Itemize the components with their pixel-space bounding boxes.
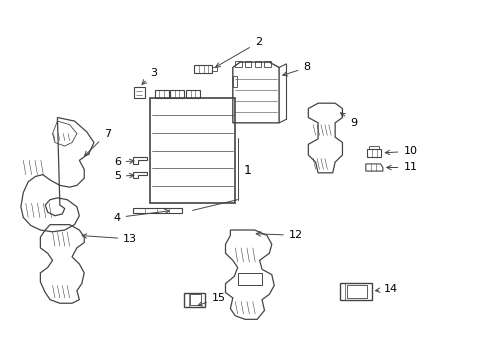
Bar [194,65,212,73]
Bar [184,293,204,307]
Text: 1: 1 [244,164,251,177]
Text: 6: 6 [114,157,134,167]
Text: 8: 8 [283,63,311,76]
Bar [186,90,200,98]
Text: 10: 10 [385,147,417,157]
Text: 2: 2 [216,37,262,67]
Bar [212,67,217,71]
Text: 11: 11 [387,162,417,172]
Bar [347,285,367,297]
Text: 3: 3 [142,68,157,84]
Text: 7: 7 [85,129,111,156]
Bar [255,61,261,67]
Bar [245,61,251,67]
Text: 5: 5 [114,171,134,181]
Bar [369,146,379,149]
Bar [265,61,271,67]
Bar [367,149,381,157]
Bar [238,273,262,285]
Text: 12: 12 [256,230,303,240]
Text: 14: 14 [375,284,398,294]
Text: 15: 15 [198,293,226,306]
Bar [133,207,182,213]
Bar [171,90,184,98]
Text: 13: 13 [82,234,137,244]
Text: 9: 9 [341,113,357,128]
Bar [150,98,235,203]
Bar [190,294,201,305]
Bar [134,87,145,98]
Bar [235,61,242,67]
Bar [155,90,169,98]
Bar [233,76,237,87]
Text: 4: 4 [114,209,169,222]
Bar [340,283,372,300]
